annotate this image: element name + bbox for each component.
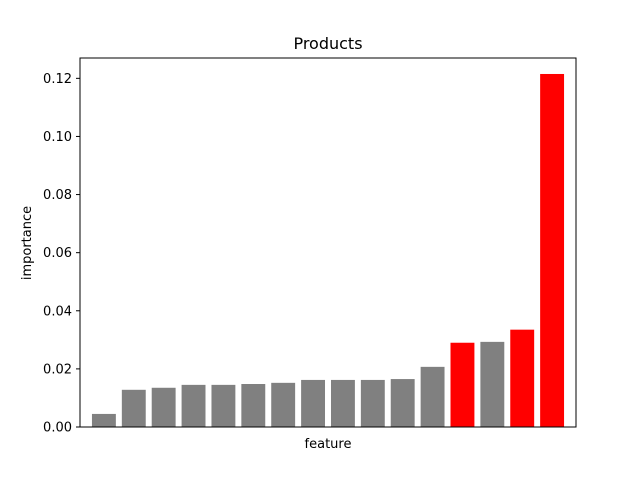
y-axis-label: importance xyxy=(20,206,35,280)
bar xyxy=(121,389,146,427)
bar xyxy=(390,379,415,427)
bar xyxy=(91,413,116,427)
bar xyxy=(151,387,176,427)
y-tick-label: 0.04 xyxy=(43,304,72,319)
bar xyxy=(241,383,266,427)
y-tick-label: 0.12 xyxy=(43,72,72,87)
bar xyxy=(360,379,385,427)
bar xyxy=(330,379,355,427)
bar xyxy=(181,384,206,427)
y-axis-ticks: 0.00 0.02 0.04 0.06 0.08 0.10 0.12 xyxy=(43,72,80,436)
bars xyxy=(91,73,565,427)
y-tick-label: 0.10 xyxy=(43,130,72,145)
plot-frame xyxy=(79,57,577,428)
bar xyxy=(301,379,326,427)
bar xyxy=(271,382,296,427)
bar xyxy=(510,329,535,427)
y-tick-label: 0.00 xyxy=(43,421,72,436)
bar xyxy=(211,384,236,427)
chart-title: Products xyxy=(293,34,362,53)
y-tick-label: 0.08 xyxy=(43,188,72,203)
bar xyxy=(420,366,445,427)
bar xyxy=(480,341,505,427)
y-tick-label: 0.06 xyxy=(43,246,72,261)
bar xyxy=(540,73,565,427)
x-axis-label: feature xyxy=(305,437,352,452)
y-tick-label: 0.02 xyxy=(43,362,72,377)
bar xyxy=(450,342,475,427)
